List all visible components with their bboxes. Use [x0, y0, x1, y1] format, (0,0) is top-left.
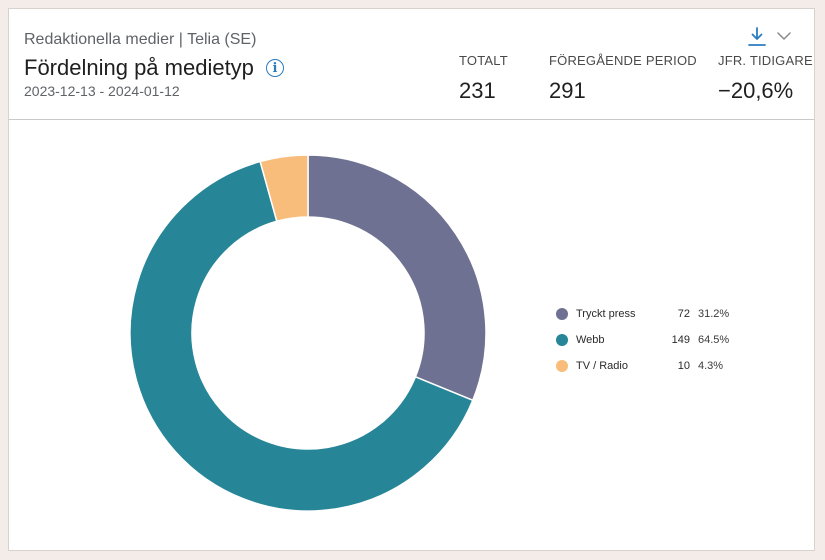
- stat-compare-label: JFR. TIDIGARE: [718, 53, 813, 68]
- chevron-down-icon[interactable]: [776, 29, 792, 43]
- stat-compare-value: −20,6%: [718, 78, 794, 103]
- legend-label: Tryckt press: [576, 308, 636, 320]
- stat-total: TOTALT 231: [459, 53, 508, 104]
- stat-previous-value: 291: [549, 78, 586, 103]
- chart-legend: Tryckt press 72 31.2% Webb 149 64.5% TV / Radi…: [556, 301, 738, 379]
- download-icon[interactable]: [746, 25, 768, 47]
- legend-value: 149: [671, 334, 690, 346]
- stat-total-value: 231: [459, 78, 496, 103]
- title-row: Fördelning på medietyp i: [24, 55, 284, 81]
- donut-slice-tryckt-press[interactable]: [307, 154, 487, 402]
- stat-total-label: TOTALT: [459, 53, 508, 68]
- legend-percent: 31.2%: [698, 308, 730, 320]
- stat-compare: JFR. TIDIGARE −20,6%: [718, 53, 813, 104]
- legend-swatch: [556, 360, 568, 372]
- chart-card: Redaktionella medier | Telia (SE) Fördel…: [8, 8, 815, 551]
- legend-label: Webb: [576, 334, 605, 346]
- legend-percent: 4.3%: [698, 360, 724, 372]
- date-range: 2023-12-13 - 2024-01-12: [24, 83, 180, 99]
- legend-item-tryckt-press[interactable]: Tryckt press 72 31.2%: [556, 301, 738, 327]
- legend-label: TV / Radio: [576, 360, 628, 372]
- stat-previous: FÖREGÅENDE PERIOD 291: [549, 53, 697, 104]
- legend-value: 10: [677, 360, 690, 372]
- legend-swatch: [556, 334, 568, 346]
- info-icon[interactable]: i: [265, 59, 284, 77]
- page-title: Fördelning på medietyp: [24, 55, 254, 80]
- legend-swatch: [556, 308, 568, 320]
- donut-chart: [129, 154, 487, 512]
- legend-item-tv-radio[interactable]: TV / Radio 10 4.3%: [556, 353, 738, 379]
- legend-percent: 64.5%: [698, 334, 730, 346]
- legend-item-webb[interactable]: Webb 149 64.5%: [556, 327, 738, 353]
- donut-slice-webb[interactable]: [129, 160, 474, 512]
- legend-value: 72: [677, 308, 690, 320]
- donut-slice-tv-radio[interactable]: [259, 154, 309, 223]
- card-subtitle: Redaktionella medier | Telia (SE): [24, 31, 257, 48]
- stat-previous-label: FÖREGÅENDE PERIOD: [549, 53, 697, 68]
- card-header: Redaktionella medier | Telia (SE) Fördel…: [9, 9, 814, 120]
